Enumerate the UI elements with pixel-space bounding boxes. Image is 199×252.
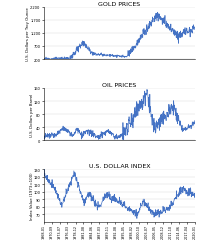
Y-axis label: U.S. Dollars per Troy Ounce: U.S. Dollars per Troy Ounce (26, 7, 30, 60)
Title: U.S. DOLLAR INDEX: U.S. DOLLAR INDEX (89, 164, 150, 168)
Y-axis label: Index Value (1973=100): Index Value (1973=100) (29, 172, 33, 219)
Title: OIL PRICES: OIL PRICES (102, 82, 137, 87)
Y-axis label: U.S. Dollars per Barrel: U.S. Dollars per Barrel (30, 93, 34, 136)
Title: GOLD PRICES: GOLD PRICES (98, 2, 140, 7)
